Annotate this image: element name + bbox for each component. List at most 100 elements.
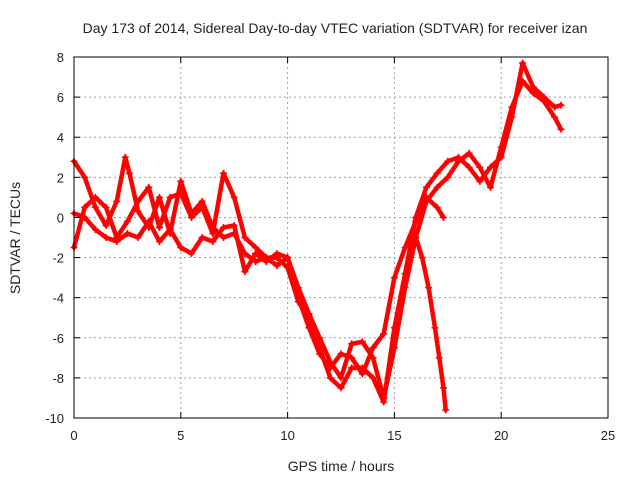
data-point: [348, 364, 356, 372]
data-point: [465, 149, 473, 157]
data-point: [337, 350, 345, 358]
data-point: [358, 370, 366, 378]
gridlines: [74, 57, 608, 418]
y-tick-label: 8: [57, 50, 64, 65]
data-point: [209, 238, 217, 246]
data-point: [81, 213, 89, 221]
y-tick-label: -8: [52, 371, 64, 386]
y-axis-label: SDTVAR / TECUs: [7, 182, 23, 294]
data-point: [145, 183, 153, 191]
data-point: [380, 398, 388, 406]
data-point: [508, 113, 516, 121]
data-point: [262, 258, 270, 266]
data-point: [102, 234, 110, 241]
data-point: [444, 173, 452, 181]
series-line: [413, 235, 448, 413]
y-tick-label: -10: [45, 411, 64, 426]
data-point: [557, 125, 565, 133]
data-point: [390, 274, 398, 282]
data-point: [476, 177, 484, 185]
data-point: [177, 177, 185, 185]
data-point: [91, 193, 99, 201]
x-tick-label: 20: [494, 428, 508, 443]
series-4: [412, 234, 450, 414]
data-point: [433, 183, 441, 191]
data-point: [422, 193, 430, 201]
data-point: [241, 234, 249, 241]
data-point: [126, 169, 134, 177]
data-point: [241, 268, 249, 276]
data-point: [487, 163, 495, 171]
data-point: [454, 153, 462, 161]
data-point: [551, 103, 559, 111]
axis-ticks: 0 5 10 15 20 25 -10 -8 -6 -4 -2 0 2 4 6 8: [45, 50, 615, 443]
data-point: [326, 374, 334, 382]
data-point: [348, 340, 356, 348]
data-point: [425, 284, 433, 292]
data-point: [91, 203, 99, 211]
data-point: [198, 197, 206, 205]
data-point: [440, 384, 448, 392]
data-point: [551, 113, 559, 121]
x-axis-label: GPS time / hours: [288, 458, 395, 474]
x-tick-label: 0: [70, 428, 77, 443]
x-tick-label: 10: [280, 428, 294, 443]
data-point: [198, 234, 206, 241]
data-point: [230, 221, 238, 229]
data-point: [529, 89, 537, 97]
data-point: [177, 189, 185, 197]
data-point: [557, 101, 565, 109]
data-point: [166, 225, 174, 233]
data-layer: [70, 59, 565, 414]
data-point: [155, 238, 163, 246]
data-point: [252, 244, 260, 252]
data-point: [166, 193, 174, 201]
data-point: [294, 294, 302, 302]
data-point: [305, 324, 313, 332]
data-point: [358, 338, 366, 346]
data-point: [465, 163, 473, 171]
data-point: [273, 250, 281, 258]
chart-title: Day 173 of 2014, Sidereal Day-to-day VTE…: [83, 20, 588, 36]
y-tick-label: 4: [57, 130, 64, 145]
data-point: [123, 229, 131, 237]
data-point: [418, 254, 426, 262]
data-point: [134, 234, 142, 241]
data-point: [412, 217, 420, 225]
data-point: [476, 163, 484, 171]
data-point: [326, 364, 334, 372]
data-point: [113, 197, 121, 205]
data-point: [433, 203, 441, 211]
data-point: [390, 324, 398, 332]
data-point: [220, 234, 228, 241]
data-point: [401, 244, 409, 252]
x-tick-label: 25: [601, 428, 615, 443]
plot-frame: [73, 56, 609, 419]
y-tick-label: 6: [57, 90, 64, 105]
data-point: [337, 384, 345, 392]
data-point: [348, 354, 356, 362]
data-point: [187, 213, 195, 221]
data-point: [519, 59, 527, 67]
data-point: [401, 270, 409, 278]
data-point: [369, 374, 377, 382]
data-point: [337, 374, 345, 382]
data-point: [102, 221, 110, 229]
data-point: [155, 223, 163, 231]
data-point: [540, 93, 548, 101]
y-tick-label: -2: [52, 251, 64, 266]
y-tick-label: -4: [52, 291, 64, 306]
data-point: [134, 197, 142, 205]
y-tick-label: -6: [52, 331, 64, 346]
y-tick-label: 2: [57, 170, 64, 185]
data-point: [440, 213, 448, 221]
data-point: [102, 203, 110, 211]
data-point: [369, 344, 377, 352]
data-point: [422, 183, 430, 191]
data-point: [198, 203, 206, 211]
x-tick-label: 15: [387, 428, 401, 443]
data-point: [444, 157, 452, 165]
data-point: [529, 83, 537, 91]
data-point: [155, 193, 163, 201]
